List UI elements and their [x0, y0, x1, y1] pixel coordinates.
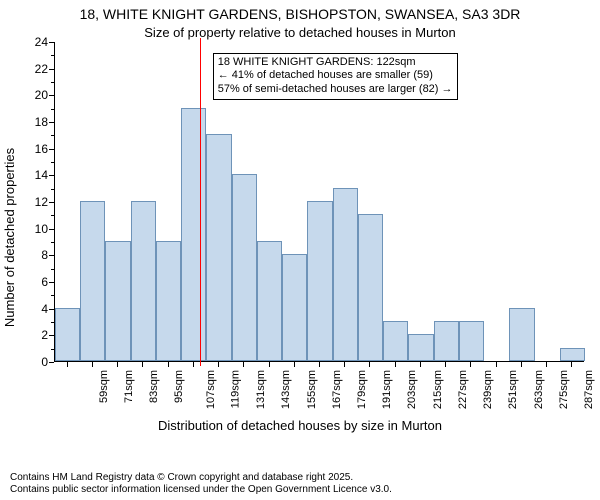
x-tick-mark — [168, 362, 169, 367]
x-tick-label: 59sqm — [98, 370, 110, 403]
x-tick-label: 263sqm — [533, 370, 545, 409]
x-tick-label: 83sqm — [148, 370, 160, 403]
x-axis-ticks: 59sqm 71sqm 83sqm 95sqm 107sqm 119sqm 131sqm 14… — [54, 362, 584, 422]
x-tick-mark — [571, 362, 572, 367]
y-axis-ticks: 024681012141618202224 — [20, 42, 54, 362]
histogram-bar — [181, 108, 206, 361]
x-tick-label: 227sqm — [457, 370, 469, 409]
y-tick-label: 10 — [35, 222, 48, 236]
footer-line-1: Contains HM Land Registry data © Crown c… — [10, 472, 392, 484]
x-tick-label: 275sqm — [558, 370, 570, 409]
histogram-bar — [55, 308, 80, 361]
y-tick-label: 22 — [35, 62, 48, 76]
histogram-bar — [333, 188, 358, 361]
y-tick-label: 6 — [41, 275, 48, 289]
annotation-line: ← 41% of detached houses are smaller (59… — [218, 69, 453, 83]
x-tick-mark — [496, 362, 497, 367]
x-tick-label: 251sqm — [508, 370, 520, 409]
y-tick-label: 14 — [35, 168, 48, 182]
histogram-bar — [434, 321, 459, 361]
x-tick-mark — [470, 362, 471, 367]
annotation-box: 18 WHITE KNIGHT GARDENS: 122sqm← 41% of … — [213, 53, 458, 100]
page-subtitle: Size of property relative to detached ho… — [0, 23, 600, 43]
x-tick-mark — [546, 362, 547, 367]
annotation-line: 18 WHITE KNIGHT GARDENS: 122sqm — [218, 56, 453, 70]
marker-line — [200, 38, 201, 366]
y-tick-label: 2 — [41, 328, 48, 342]
x-tick-mark — [395, 362, 396, 367]
histogram-bar — [257, 241, 282, 361]
x-tick-mark — [92, 362, 93, 367]
y-axis-title: Number of detached properties — [0, 42, 20, 432]
x-tick-mark — [67, 362, 68, 367]
y-tick-label: 12 — [35, 195, 48, 209]
x-tick-mark — [294, 362, 295, 367]
x-tick-label: 191sqm — [381, 370, 393, 409]
x-tick-mark — [445, 362, 446, 367]
annotation-line: 57% of semi-detached houses are larger (… — [218, 83, 453, 97]
histogram-bar — [105, 241, 130, 361]
attribution-footer: Contains HM Land Registry data © Crown c… — [10, 472, 392, 496]
histogram-bar — [206, 134, 231, 361]
y-tick-label: 16 — [35, 142, 48, 156]
x-tick-mark — [344, 362, 345, 367]
y-tick-label: 20 — [35, 88, 48, 102]
histogram-bar — [560, 348, 585, 361]
histogram-bar — [80, 201, 105, 361]
chart-root: 18, WHITE KNIGHT GARDENS, BISHOPSTON, SW… — [0, 0, 600, 500]
histogram-bar — [459, 321, 484, 361]
x-tick-mark — [319, 362, 320, 367]
x-tick-label: 143sqm — [280, 370, 292, 409]
histogram-bar — [156, 241, 181, 361]
page-title: 18, WHITE KNIGHT GARDENS, BISHOPSTON, SW… — [0, 0, 600, 23]
x-tick-label: 215sqm — [432, 370, 444, 409]
x-tick-mark — [218, 362, 219, 367]
footer-line-2: Contains public sector information licen… — [10, 484, 392, 496]
x-tick-mark — [369, 362, 370, 367]
plot-area: 18 WHITE KNIGHT GARDENS: 122sqm← 41% of … — [54, 42, 584, 362]
histogram-bar — [232, 174, 257, 361]
histogram-bar — [408, 334, 433, 361]
x-tick-label: 287sqm — [583, 370, 595, 409]
histogram-bar — [509, 308, 534, 361]
y-tick-label: 0 — [41, 355, 48, 369]
y-axis-title-text: Number of detached properties — [3, 147, 18, 326]
x-tick-mark — [521, 362, 522, 367]
x-tick-label: 71sqm — [123, 370, 135, 403]
histogram-bar — [307, 201, 332, 361]
x-tick-label: 179sqm — [356, 370, 368, 409]
x-tick-label: 167sqm — [331, 370, 343, 409]
y-tick-label: 4 — [41, 302, 48, 316]
x-tick-mark — [420, 362, 421, 367]
histogram-bar — [131, 201, 156, 361]
histogram-bar — [383, 321, 408, 361]
x-axis-title: Distribution of detached houses by size … — [0, 418, 600, 433]
x-tick-mark — [193, 362, 194, 367]
x-tick-label: 119sqm — [229, 370, 241, 408]
x-tick-mark — [142, 362, 143, 367]
x-tick-label: 203sqm — [407, 370, 419, 409]
x-tick-label: 95sqm — [173, 370, 185, 403]
histogram-bar — [358, 214, 383, 361]
x-tick-mark — [243, 362, 244, 367]
x-tick-label: 155sqm — [306, 370, 318, 409]
x-tick-mark — [269, 362, 270, 367]
histogram-bar — [282, 254, 307, 361]
y-tick-label: 24 — [35, 35, 48, 49]
x-tick-mark — [117, 362, 118, 367]
y-tick-label: 18 — [35, 115, 48, 129]
y-tick-label: 8 — [41, 248, 48, 262]
x-tick-label: 239sqm — [482, 370, 494, 409]
plot-wrap: Number of detached properties 0 2 4 6 8 10 12 1… — [0, 42, 600, 432]
x-tick-label: 107sqm — [205, 370, 217, 409]
x-tick-label: 131sqm — [255, 370, 267, 409]
